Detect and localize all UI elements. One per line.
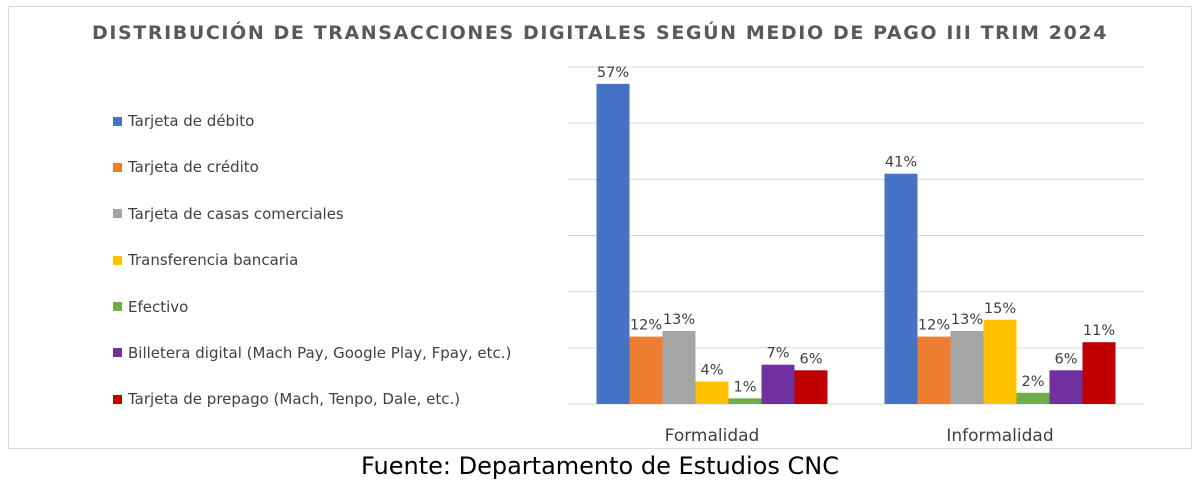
- data-label: 57%: [597, 65, 629, 81]
- bar: [630, 337, 663, 404]
- gridlines: [568, 67, 1144, 348]
- bar: [663, 331, 696, 404]
- data-label: 12%: [630, 318, 662, 334]
- bar: [951, 331, 984, 404]
- bar: [1017, 393, 1050, 404]
- data-label: 15%: [984, 301, 1016, 317]
- bar: [1083, 342, 1116, 404]
- data-label: 12%: [918, 318, 950, 334]
- data-label: 13%: [663, 312, 695, 328]
- data-label: 1%: [733, 379, 756, 395]
- category-label: Informalidad: [946, 426, 1053, 446]
- bar: [885, 174, 918, 404]
- bar: [729, 398, 762, 404]
- data-label: 41%: [885, 155, 917, 171]
- category-label: Formalidad: [665, 426, 760, 446]
- data-label: 11%: [1083, 323, 1115, 339]
- bar: [795, 370, 828, 404]
- data-label: 13%: [951, 312, 983, 328]
- bar: [1050, 370, 1083, 404]
- source-note: Fuente: Departamento de Estudios CNC: [0, 452, 1200, 480]
- bar: [918, 337, 951, 404]
- data-label: 2%: [1021, 374, 1044, 390]
- data-label: 6%: [1054, 351, 1077, 367]
- data-label: 7%: [766, 346, 789, 362]
- bar: [696, 382, 729, 404]
- data-label: 4%: [700, 363, 723, 379]
- bar: [597, 84, 630, 404]
- bar: [762, 365, 795, 404]
- bar: [984, 320, 1017, 404]
- data-label: 6%: [799, 351, 822, 367]
